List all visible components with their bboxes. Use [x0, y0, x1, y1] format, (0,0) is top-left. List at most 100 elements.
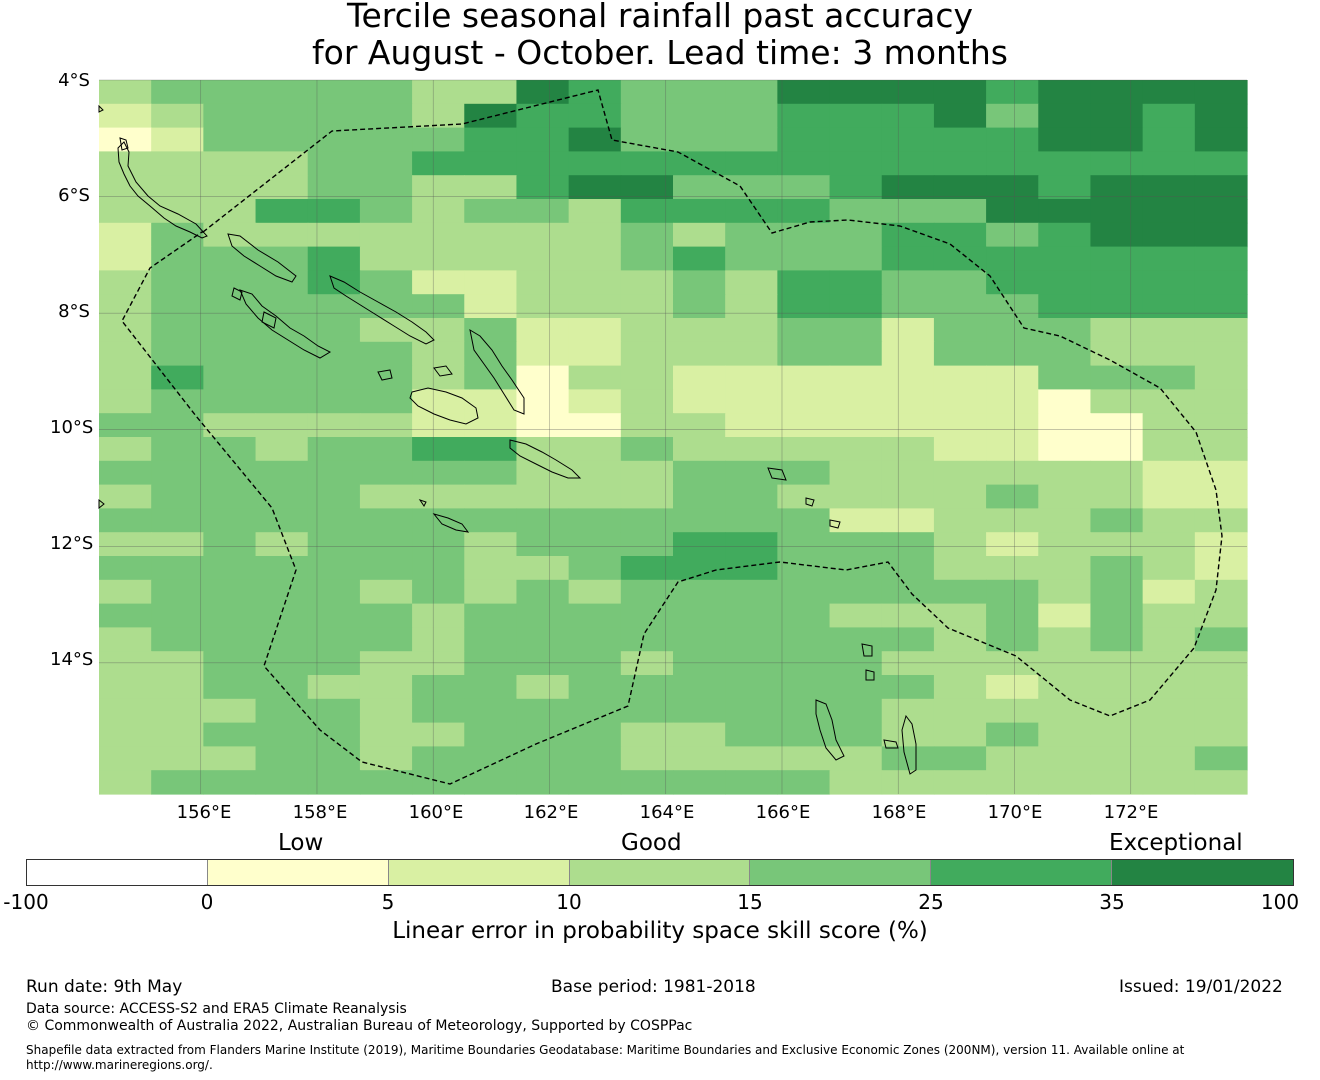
- skill-cell: [829, 246, 883, 271]
- skill-score-map: [98, 79, 1248, 795]
- skill-cell: [307, 341, 361, 367]
- skill-cell: [1142, 579, 1196, 605]
- skill-cell: [777, 80, 831, 105]
- skill-cell: [1038, 365, 1092, 390]
- skill-cell: [620, 627, 674, 652]
- skill-cell: [1038, 603, 1092, 628]
- skill-cell: [1090, 508, 1144, 533]
- skill-cell: [99, 80, 152, 105]
- skill-cell: [933, 413, 987, 438]
- skill-cell: [881, 270, 935, 295]
- skill-cell: [1142, 675, 1196, 700]
- skill-cell: [255, 698, 309, 724]
- skill-cell: [151, 770, 204, 795]
- coastlines: [98, 104, 917, 775]
- skill-cell: [203, 365, 257, 390]
- skill-cell: [725, 127, 778, 152]
- skill-cell: [99, 460, 152, 486]
- skill-cell: [151, 175, 204, 200]
- skill-cell: [777, 484, 831, 509]
- skill-cell: [986, 389, 1039, 414]
- skill-cell: [516, 603, 570, 628]
- colorbar-segment: [207, 860, 389, 885]
- skill-cell: [933, 389, 987, 414]
- skill-cell: [359, 246, 413, 271]
- skill-cell: [620, 532, 674, 557]
- skill-cell: [933, 698, 987, 724]
- skill-cell: [516, 270, 570, 295]
- skill-cell: [412, 199, 465, 224]
- island-choiseul: [227, 233, 297, 283]
- skill-cell: [464, 508, 518, 533]
- skill-cell: [933, 508, 987, 533]
- skill-cell: [568, 175, 622, 200]
- skill-cell: [620, 80, 674, 105]
- skill-cell: [255, 484, 309, 509]
- lon-label-156e: 156°E: [176, 802, 232, 823]
- colorbar-tick: 15: [737, 890, 763, 914]
- skill-cell: [568, 460, 622, 486]
- skill-cell: [673, 484, 726, 509]
- skill-cell: [986, 365, 1039, 390]
- skill-cell: [568, 437, 622, 462]
- skill-cell: [881, 484, 935, 509]
- skill-cell: [725, 270, 778, 295]
- skill-cell: [1090, 365, 1144, 390]
- skill-cell: [412, 508, 465, 533]
- skill-cell: [151, 199, 204, 224]
- base-period: Base period: 1981-2018: [551, 977, 756, 997]
- skill-cell: [516, 746, 570, 771]
- skill-cell: [516, 675, 570, 700]
- skill-cell: [1194, 80, 1248, 105]
- skill-cell: [1090, 627, 1144, 652]
- skill-cell: [881, 341, 935, 367]
- skill-cell: [516, 151, 570, 176]
- lat-label-4s: 4°S: [58, 70, 90, 91]
- skill-cell: [1090, 770, 1144, 795]
- skill-cell: [673, 246, 726, 271]
- skill-cell: [568, 770, 622, 795]
- skill-cell: [516, 484, 570, 509]
- skill-cell: [986, 460, 1039, 486]
- skill-cell: [412, 746, 465, 771]
- skill-cell: [516, 651, 570, 676]
- skill-cell: [99, 222, 152, 248]
- skill-cell: [99, 556, 152, 581]
- skill-cell: [881, 246, 935, 271]
- skill-cell: [1142, 80, 1196, 105]
- skill-cell: [777, 294, 831, 319]
- skill-cell: [933, 365, 987, 390]
- skill-cell: [255, 413, 309, 438]
- skill-cell: [725, 413, 778, 438]
- skill-cell: [151, 651, 204, 676]
- colorbar-tick: 10: [556, 890, 582, 914]
- skill-cell: [933, 579, 987, 605]
- skill-cell: [1090, 341, 1144, 367]
- skill-cell: [568, 341, 622, 367]
- skill-cell: [307, 127, 361, 152]
- skill-cell: [151, 746, 204, 771]
- skill-cell: [673, 175, 726, 200]
- skill-cell: [1194, 437, 1248, 462]
- skill-cell: [881, 365, 935, 390]
- skill-cell: [464, 318, 518, 343]
- island-left-top: [98, 104, 104, 113]
- skill-cell: [464, 246, 518, 271]
- skill-cell: [673, 413, 726, 438]
- skill-cell: [1090, 722, 1144, 747]
- skill-cell: [568, 579, 622, 605]
- skill-cell: [829, 627, 883, 652]
- skill-cell: [359, 651, 413, 676]
- skill-cell: [1194, 556, 1248, 581]
- skill-cell: [99, 532, 152, 557]
- skill-cell: [725, 318, 778, 343]
- colorbar-tick: 5: [381, 890, 395, 914]
- skill-cell: [725, 437, 778, 462]
- skill-cell: [986, 556, 1039, 581]
- skill-cell: [255, 294, 309, 319]
- skill-cell: [620, 460, 674, 486]
- skill-cell: [1142, 556, 1196, 581]
- skill-cell: [307, 603, 361, 628]
- skill-cell: [829, 294, 883, 319]
- island-vella-lavella: [261, 311, 277, 329]
